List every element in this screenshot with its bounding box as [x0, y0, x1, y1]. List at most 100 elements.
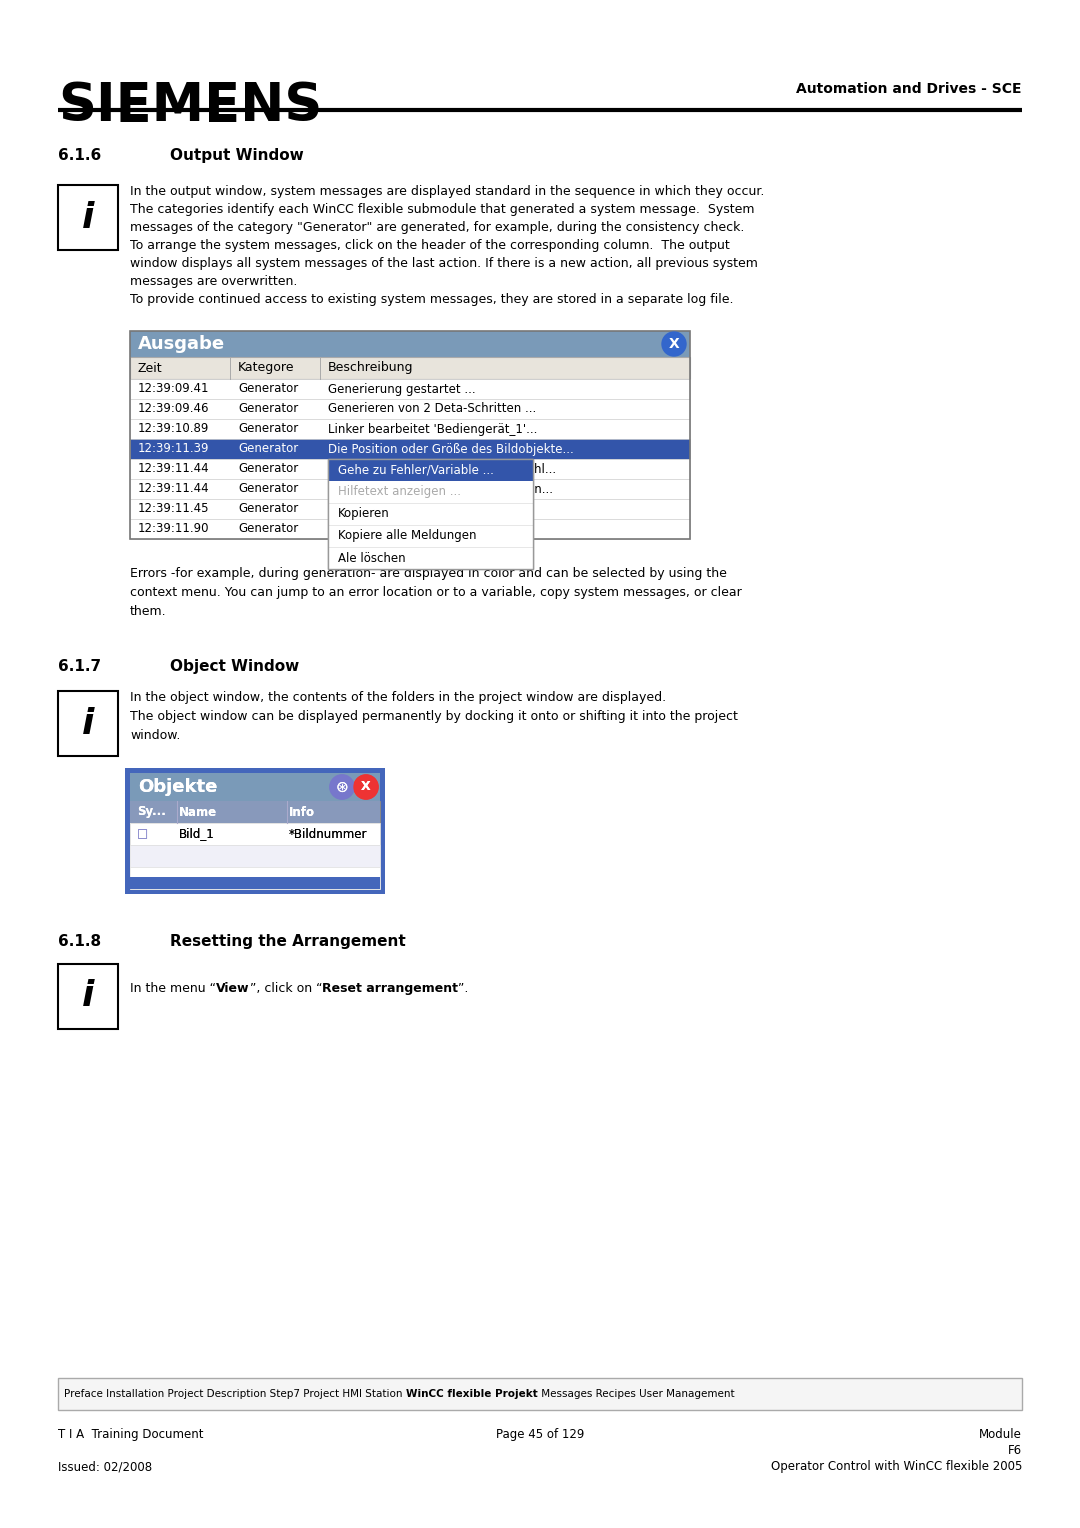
Text: View: View [216, 983, 249, 995]
Text: Generator: Generator [238, 382, 298, 396]
Circle shape [330, 775, 354, 799]
Circle shape [354, 775, 378, 799]
Text: ”, click on “: ”, click on “ [249, 983, 322, 995]
Text: 12:39:10.89: 12:39:10.89 [138, 423, 210, 435]
Text: X: X [361, 781, 370, 793]
Circle shape [354, 775, 378, 799]
Text: Hilfetext anzeigen ...: Hilfetext anzeigen ... [338, 486, 461, 498]
Text: Bild_1: Bild_1 [179, 828, 215, 840]
Text: Kopiere alle Meldungen: Kopiere alle Meldungen [338, 530, 476, 542]
Text: F6: F6 [1008, 1444, 1022, 1458]
Text: □: □ [137, 828, 148, 840]
Text: 6.1.6: 6.1.6 [58, 148, 102, 163]
Text: To arrange the system messages, click on the header of the corresponding column.: To arrange the system messages, click on… [130, 238, 730, 252]
Text: Objekte: Objekte [138, 778, 217, 796]
Text: messages of the category "Generator" are generated, for example, during the cons: messages of the category "Generator" are… [130, 222, 744, 234]
FancyBboxPatch shape [130, 877, 380, 889]
Text: Name: Name [179, 805, 217, 819]
Text: X: X [361, 781, 370, 793]
FancyBboxPatch shape [130, 399, 690, 419]
FancyBboxPatch shape [130, 773, 380, 889]
Text: Objekte: Objekte [138, 778, 217, 796]
Text: 12:39:11.45: 12:39:11.45 [138, 503, 210, 515]
Text: *Bildnummer: *Bildnummer [289, 828, 367, 840]
FancyBboxPatch shape [130, 845, 380, 866]
Text: 6.1.8: 6.1.8 [58, 934, 102, 949]
Text: *Bildnummer: *Bildnummer [289, 828, 367, 840]
Text: Operator Control with WinCC flexible 2005: Operator Control with WinCC flexible 200… [771, 1459, 1022, 1473]
FancyBboxPatch shape [130, 500, 690, 520]
FancyBboxPatch shape [130, 478, 690, 500]
Text: 12:39:09.41: 12:39:09.41 [138, 382, 210, 396]
Text: Kopieren: Kopieren [338, 507, 390, 521]
FancyBboxPatch shape [58, 964, 118, 1028]
Text: Linker bearbeitet 'Bediengerät_1'...: Linker bearbeitet 'Bediengerät_1'... [328, 423, 538, 435]
Text: Kategore: Kategore [238, 362, 295, 374]
FancyBboxPatch shape [328, 458, 534, 568]
FancyBboxPatch shape [130, 358, 690, 379]
FancyBboxPatch shape [328, 481, 534, 503]
Text: Die Position oder Größe des Bildobjekte...: Die Position oder Größe des Bildobjekte.… [328, 443, 573, 455]
FancyBboxPatch shape [328, 547, 534, 568]
Text: i: i [82, 200, 94, 234]
FancyBboxPatch shape [130, 877, 380, 889]
Text: Generierung gestartet ...: Generierung gestartet ... [328, 382, 475, 396]
Text: Zeitstempel 13.12.2004 12:39 - gen...: Zeitstempel 13.12.2004 12:39 - gen... [328, 483, 553, 495]
Text: Messages Recipes User Management: Messages Recipes User Management [538, 1389, 734, 1400]
FancyBboxPatch shape [130, 801, 380, 824]
Circle shape [330, 775, 354, 799]
Text: Gehe zu Fehler/Variable ...: Gehe zu Fehler/Variable ... [338, 463, 494, 477]
FancyBboxPatch shape [130, 801, 380, 824]
Text: SIEMENS: SIEMENS [58, 79, 322, 131]
Text: Preface Installation Project Description Step7 Project HMI Station: Preface Installation Project Description… [64, 1389, 406, 1400]
Text: Beschreibung: Beschreibung [328, 362, 414, 374]
Text: Name: Name [179, 805, 217, 819]
Text: □: □ [137, 828, 148, 840]
FancyBboxPatch shape [125, 769, 384, 894]
FancyBboxPatch shape [130, 332, 690, 358]
Text: The categories identify each WinCC flexible submodule that generated a system me: The categories identify each WinCC flexi… [130, 203, 755, 215]
Text: In the output window, system messages are displayed standard in the sequence in : In the output window, system messages ar… [130, 185, 765, 199]
Text: them.: them. [130, 605, 166, 617]
Text: i: i [82, 979, 94, 1013]
FancyBboxPatch shape [130, 773, 380, 801]
Text: Ausgabe: Ausgabe [138, 335, 225, 353]
FancyBboxPatch shape [328, 458, 534, 481]
FancyBboxPatch shape [130, 866, 380, 889]
Text: ⊛: ⊛ [336, 779, 349, 795]
Text: Erfolgreich abgeschlossen.mit 0 Fehl...: Erfolgreich abgeschlossen.mit 0 Fehl... [328, 463, 556, 475]
FancyBboxPatch shape [130, 773, 380, 801]
Text: In the menu “: In the menu “ [130, 983, 216, 995]
FancyBboxPatch shape [328, 503, 534, 526]
Text: window displays all system messages of the last action. If there is a new action: window displays all system messages of t… [130, 257, 758, 270]
Text: 12:39:11.90: 12:39:11.90 [138, 523, 210, 535]
Text: T I A  Training Document: T I A Training Document [58, 1429, 203, 1441]
Text: ”.: ”. [458, 983, 469, 995]
Text: Generator: Generator [238, 523, 298, 535]
Text: 12:39:11.44: 12:39:11.44 [138, 463, 210, 475]
Text: To provide continued access to existing system messages, they are stored in a se: To provide continued access to existing … [130, 293, 733, 306]
FancyBboxPatch shape [58, 185, 118, 251]
FancyBboxPatch shape [58, 691, 118, 756]
FancyBboxPatch shape [130, 845, 380, 866]
Text: The object window can be displayed permanently by docking it onto or shifting it: The object window can be displayed perma… [130, 711, 738, 723]
Text: Generieren von 2 Deta-Schritten ...: Generieren von 2 Deta-Schritten ... [328, 402, 537, 416]
Text: Generator: Generator [238, 483, 298, 495]
FancyBboxPatch shape [58, 1378, 1022, 1410]
FancyBboxPatch shape [130, 824, 380, 845]
Text: WinCC flexible Projekt: WinCC flexible Projekt [406, 1389, 538, 1400]
Text: Info: Info [289, 805, 315, 819]
Text: Generator: Generator [238, 503, 298, 515]
Text: Generator: Generator [238, 463, 298, 475]
Text: 6.1.7: 6.1.7 [58, 659, 102, 674]
Text: Ale löschen: Ale löschen [338, 552, 406, 564]
Text: In the object window, the contents of the folders in the project window are disp: In the object window, the contents of th… [130, 691, 666, 704]
FancyBboxPatch shape [130, 439, 690, 458]
Text: Info: Info [289, 805, 315, 819]
Text: Zeit: Zeit [138, 362, 163, 374]
Text: Runtime-Objekte speichern ...: Runtime-Objekte speichern ... [328, 503, 504, 515]
Text: Issued: 02/2008: Issued: 02/2008 [58, 1459, 152, 1473]
Text: X: X [669, 338, 679, 351]
Text: Sy...: Sy... [137, 805, 166, 819]
FancyBboxPatch shape [130, 824, 380, 845]
